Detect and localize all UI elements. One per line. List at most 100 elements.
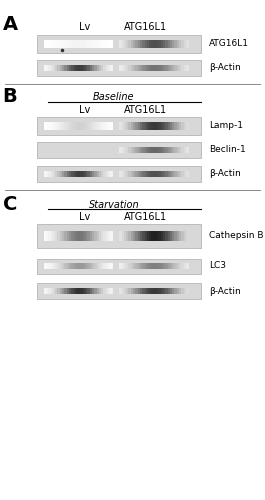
Bar xyxy=(172,288,175,294)
Bar xyxy=(154,263,156,269)
Text: Cathepsin B: Cathepsin B xyxy=(209,232,264,240)
Bar xyxy=(69,170,72,177)
Bar xyxy=(69,288,72,294)
Bar xyxy=(152,146,154,154)
Bar xyxy=(165,170,168,177)
Bar xyxy=(83,231,85,241)
Bar xyxy=(161,231,163,241)
Text: C: C xyxy=(3,195,17,214)
Bar xyxy=(55,170,58,177)
Bar xyxy=(144,288,147,294)
Bar xyxy=(122,231,124,241)
Bar xyxy=(44,263,46,269)
Bar xyxy=(172,122,175,130)
Text: Starvation: Starvation xyxy=(89,200,139,210)
Bar xyxy=(55,64,58,71)
Bar xyxy=(96,263,99,269)
Bar xyxy=(111,122,113,130)
Bar xyxy=(51,64,53,71)
Bar xyxy=(167,40,170,48)
Bar xyxy=(124,288,126,294)
Bar xyxy=(71,40,74,48)
Bar xyxy=(92,263,95,269)
Bar xyxy=(156,146,159,154)
Text: β-Actin: β-Actin xyxy=(209,64,241,72)
Bar xyxy=(154,288,156,294)
Bar xyxy=(179,263,182,269)
Bar xyxy=(131,231,133,241)
Bar xyxy=(154,146,156,154)
Bar xyxy=(161,64,163,71)
Bar xyxy=(106,170,108,177)
Bar xyxy=(174,263,177,269)
Bar xyxy=(158,40,161,48)
Bar xyxy=(152,122,154,130)
Bar xyxy=(108,40,111,48)
Bar xyxy=(131,263,133,269)
Bar xyxy=(87,231,90,241)
Bar xyxy=(170,146,173,154)
Bar xyxy=(186,231,188,241)
Bar xyxy=(67,263,69,269)
Bar xyxy=(138,231,140,241)
Bar xyxy=(37,283,201,299)
Bar xyxy=(53,40,55,48)
Bar xyxy=(69,40,72,48)
Bar xyxy=(163,64,166,71)
Bar xyxy=(129,40,131,48)
Bar xyxy=(71,288,74,294)
Bar xyxy=(170,288,173,294)
Bar xyxy=(142,146,145,154)
Bar xyxy=(147,231,149,241)
Bar xyxy=(62,288,65,294)
Bar xyxy=(78,288,81,294)
Bar xyxy=(161,263,163,269)
Text: β-Actin: β-Actin xyxy=(209,286,241,296)
Bar xyxy=(90,263,92,269)
Bar xyxy=(122,122,124,130)
Bar xyxy=(122,146,124,154)
Bar xyxy=(74,40,76,48)
Bar xyxy=(101,288,104,294)
Bar xyxy=(48,288,51,294)
Bar xyxy=(85,288,88,294)
Bar xyxy=(177,288,179,294)
Bar xyxy=(90,40,92,48)
Bar xyxy=(156,122,159,130)
Bar xyxy=(37,117,201,135)
Bar xyxy=(85,122,88,130)
Bar xyxy=(147,170,149,177)
Bar xyxy=(133,288,136,294)
Text: LC3: LC3 xyxy=(209,262,226,270)
Bar xyxy=(133,263,136,269)
Bar xyxy=(92,231,95,241)
Bar xyxy=(69,231,72,241)
Bar xyxy=(122,288,124,294)
Bar xyxy=(76,288,78,294)
Bar xyxy=(58,40,60,48)
Bar xyxy=(165,122,168,130)
Bar xyxy=(129,263,131,269)
Bar xyxy=(144,122,147,130)
Bar xyxy=(67,122,69,130)
Bar xyxy=(161,40,163,48)
Bar xyxy=(184,122,186,130)
Bar xyxy=(152,288,154,294)
Bar xyxy=(124,64,126,71)
Bar xyxy=(165,146,168,154)
Text: Lamp-1: Lamp-1 xyxy=(209,122,243,130)
Bar xyxy=(111,170,113,177)
Bar xyxy=(186,40,188,48)
Bar xyxy=(119,231,122,241)
Bar xyxy=(92,40,95,48)
Bar xyxy=(129,122,131,130)
Bar xyxy=(179,146,182,154)
Bar xyxy=(74,288,76,294)
Bar xyxy=(119,170,122,177)
Bar xyxy=(154,122,156,130)
Bar xyxy=(44,122,46,130)
Bar xyxy=(138,288,140,294)
Bar xyxy=(142,40,145,48)
Bar xyxy=(37,142,201,158)
Bar xyxy=(103,122,106,130)
